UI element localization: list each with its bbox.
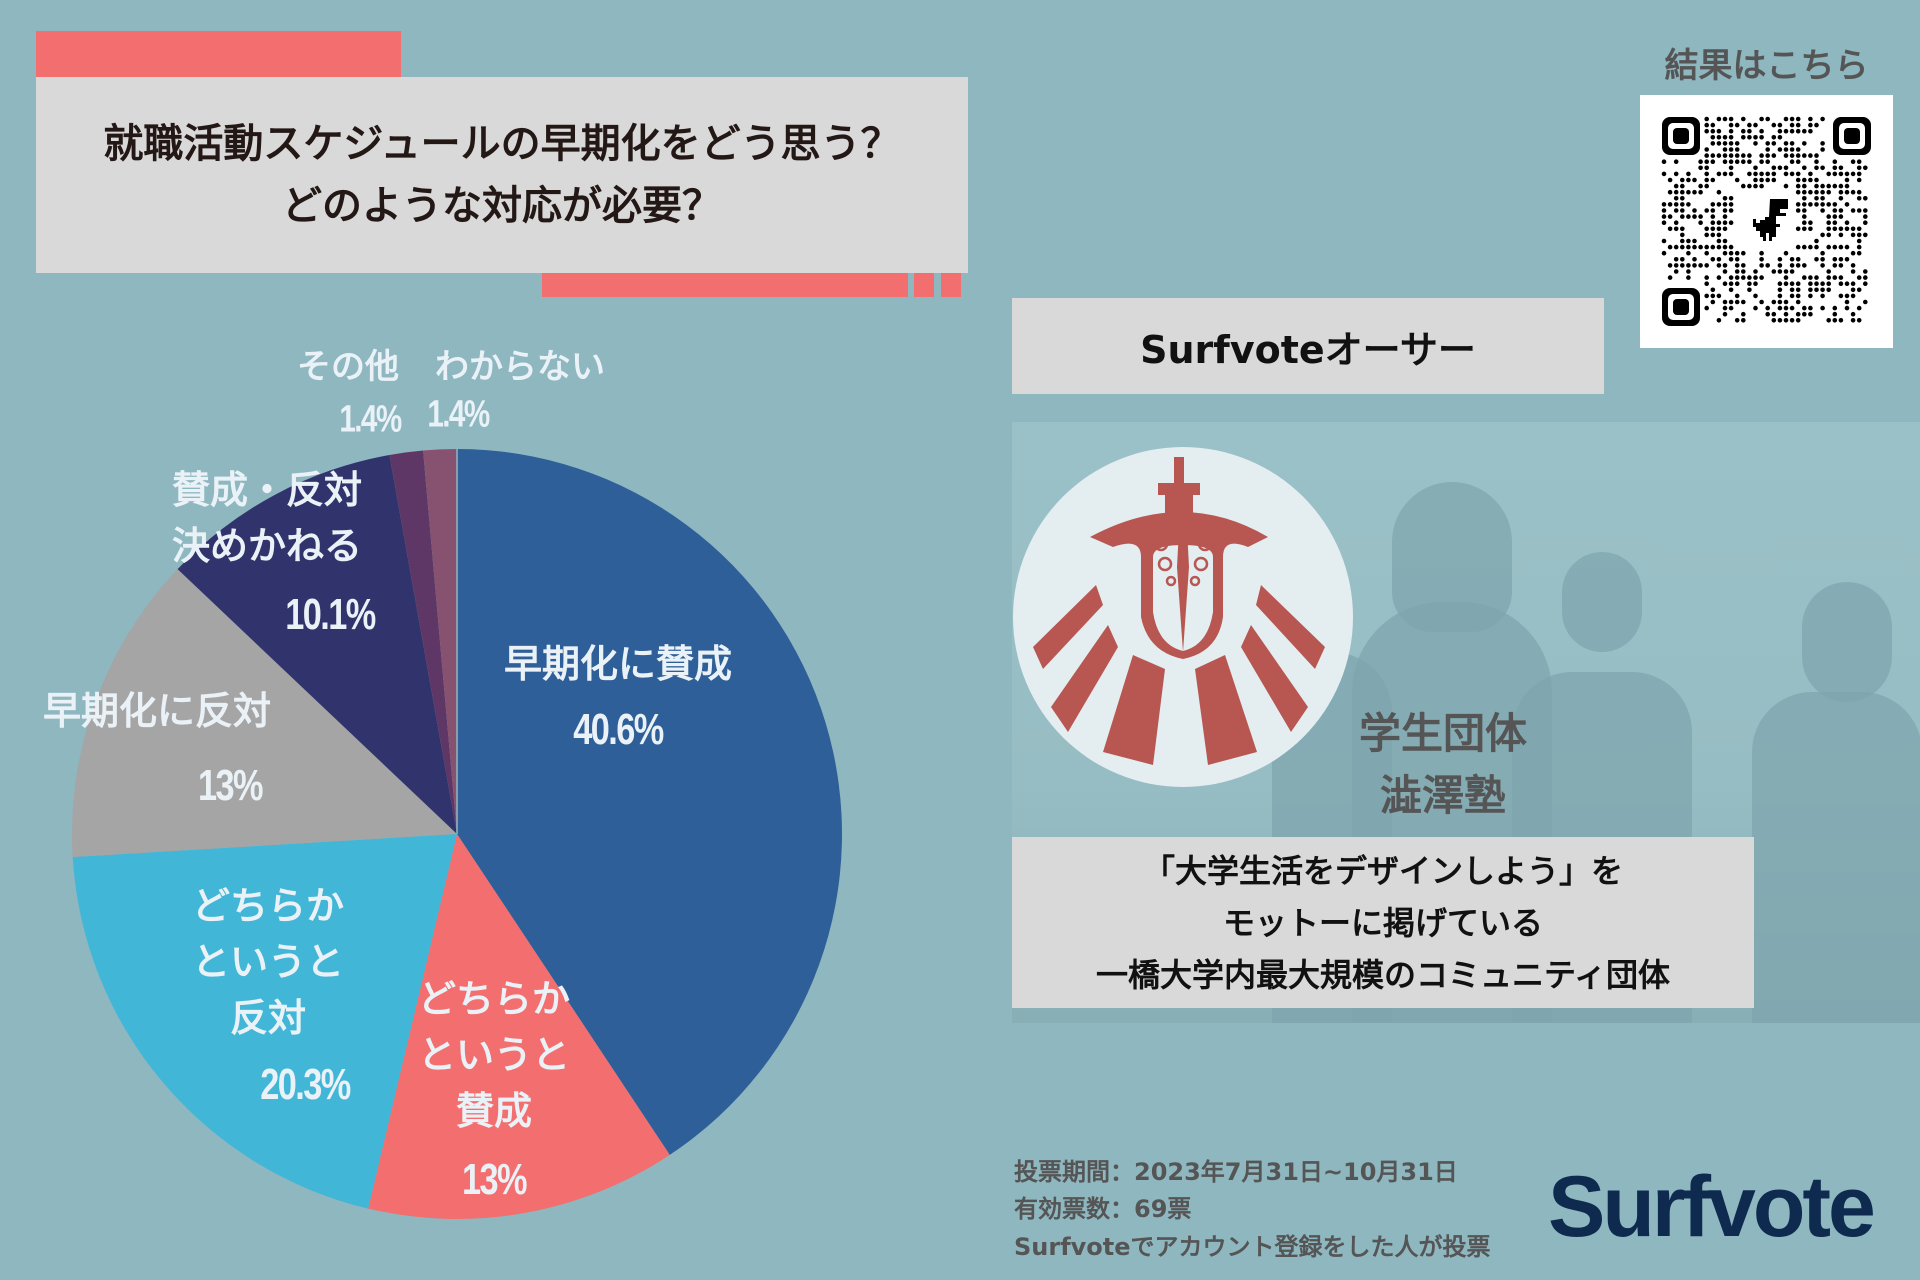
org-description-line: 一橋大学内最大規模のコミュニティ団体 [1095, 955, 1671, 994]
pie-label-category: その他 [297, 347, 399, 387]
pie-chart [71, 449, 842, 1219]
pie-label-percent: 13% [461, 1155, 528, 1204]
org-emblem-icon [1033, 457, 1325, 765]
survey-title-line2: どのような対応が必要？ [282, 183, 722, 229]
org-type: 学生団体 [1358, 709, 1527, 758]
org-description-line: モットーに掲げている [1222, 903, 1543, 942]
org-description-line: 「大学生活をデザインしよう」を [1142, 851, 1623, 890]
pie-slice [177, 454, 457, 834]
title-accent-bar-bottom [542, 273, 908, 297]
author-heading-text: Surfvoteオーサー [1140, 327, 1476, 372]
pie-label-percent: 20.3% [260, 1060, 351, 1109]
valid-votes: 有効票数：69票 [1014, 1195, 1192, 1223]
surfvote-logo[interactable]: Surfvote [1548, 1159, 1876, 1255]
pie-label-category: わからない [435, 347, 605, 387]
title-accent-bar-top [36, 31, 401, 77]
pie-label-category: どちらか というと 反対 [191, 884, 345, 1040]
title-accent-bar-small-2 [941, 273, 961, 297]
pie-slice [457, 449, 842, 1155]
pie-label-category: 早期化に反対 [42, 689, 272, 733]
pie-label-category: 早期化に賛成 [503, 642, 733, 686]
org-description: 「大学生活をデザインしよう」を モットーに掲げている 一橋大学内最大規模のコミュ… [1012, 837, 1754, 1008]
pie-slice [368, 834, 670, 1219]
vote-note: Surfvoteでアカウント登録をした人が投票 [1014, 1233, 1491, 1261]
vote-period: 投票期間：2023年7月31日~10月31日 [1014, 1158, 1458, 1186]
pie-label-percent: 10.1% [285, 590, 376, 639]
author-heading: Surfvoteオーサー [1012, 298, 1604, 394]
pie-label-percent: 1.4% [427, 393, 490, 436]
pie-label-category: どちらか というと 賛成 [417, 977, 571, 1133]
pie-label-percent: 40.6% [573, 705, 664, 754]
survey-title: 就職活動スケジュールの早期化をどう思う？ どのような対応が必要？ [36, 77, 968, 273]
pie-slice [423, 449, 457, 834]
title-accent-bar-small-1 [914, 273, 934, 297]
survey-title-line1: 就職活動スケジュールの早期化をどう思う？ [103, 121, 901, 167]
qr-title: 結果はこちら [1664, 46, 1869, 86]
pie-slice [389, 450, 457, 834]
org-logo [1013, 447, 1353, 787]
pie-slice [71, 569, 457, 858]
org-name: 澁澤塾 [1379, 771, 1506, 820]
pie-label-percent: 13% [197, 761, 264, 810]
pie-label-category: 賛成・反対 決めかねる [171, 468, 363, 568]
pie-label-percent: 1.4% [339, 398, 402, 441]
pie-slice [72, 834, 457, 1209]
qr-code-icon[interactable] [1640, 95, 1893, 348]
